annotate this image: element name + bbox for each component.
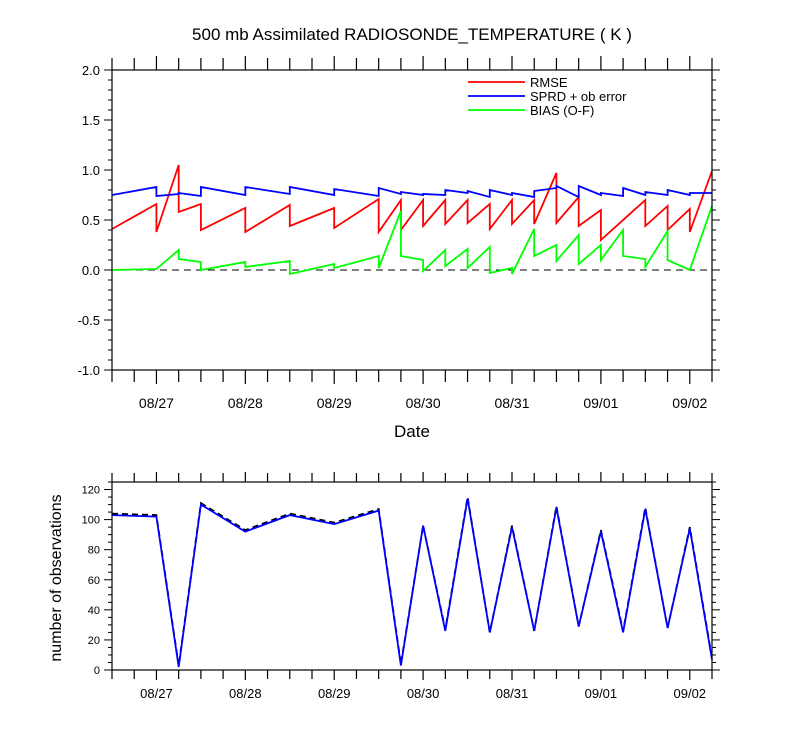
bottom-series <box>111 496 713 668</box>
bottom-series-assimilated-line <box>111 498 713 668</box>
bottom-xtick-label: 09/02 <box>674 686 707 701</box>
bottom-ytick-label: 0 <box>94 665 100 677</box>
legend-label: SPRD + ob error <box>530 89 627 104</box>
top-series-sprd-ob-error-line <box>111 184 712 199</box>
top-xtick-label: 09/01 <box>583 395 618 411</box>
bottom-ytick-label: 80 <box>88 545 100 557</box>
top-ytick-label: 0.5 <box>82 213 100 228</box>
bottom-xtick-label: 08/28 <box>229 686 262 701</box>
top-ytick-label: -1.0 <box>78 363 100 378</box>
bottom-xtick-label: 08/31 <box>496 686 529 701</box>
top-xtick-label: 09/02 <box>672 395 707 411</box>
bottom-series-possible-line <box>111 496 713 666</box>
top-axis-ticks: 2.0 1.5 1.0 0.5 0.0 -0.5 -1.0 08/27 08/28 08/29 08… <box>78 56 720 411</box>
bottom-y-axis-label: number of observations <box>48 494 65 661</box>
bottom-axis-ticks: 0 20 40 60 80 100 120 08/27 08/28 08/29 08/30 08/31… <box>82 472 720 701</box>
bottom-ytick-label: 60 <box>88 575 100 587</box>
top-xtick-label: 08/29 <box>317 395 352 411</box>
bottom-xtick-label: 09/01 <box>585 686 618 701</box>
top-xtick-label: 08/30 <box>406 395 441 411</box>
top-ytick-label: -0.5 <box>78 313 100 328</box>
bottom-ytick-label: 100 <box>82 515 100 527</box>
top-ytick-label: 1.5 <box>82 113 100 128</box>
top-xtick-label: 08/31 <box>494 395 529 411</box>
top-chart-title: 500 mb Assimilated RADIOSONDE_TEMPERATUR… <box>192 25 632 44</box>
bottom-xtick-label: 08/29 <box>318 686 351 701</box>
bottom-xtick-label: 08/30 <box>407 686 440 701</box>
top-ytick-label: 0.0 <box>82 263 100 278</box>
top-ytick-label: 1.0 <box>82 163 100 178</box>
top-ytick-label: 2.0 <box>82 63 100 78</box>
bottom-xtick-label: 08/27 <box>140 686 173 701</box>
top-xtick-label: 08/27 <box>139 395 174 411</box>
bottom-ytick-label: 40 <box>88 605 100 617</box>
bottom-chart-panel: 0 20 40 60 80 100 120 08/27 08/28 08/29 08/30 08/31… <box>48 472 720 701</box>
top-x-axis-label: Date <box>394 422 430 441</box>
top-series-rmse-line <box>111 164 713 243</box>
top-series <box>111 164 713 276</box>
bottom-ytick-label: 120 <box>82 485 100 497</box>
bottom-ytick-label: 20 <box>88 635 100 647</box>
top-series-bias-o-f-line <box>111 205 713 276</box>
top-xtick-label: 08/28 <box>228 395 263 411</box>
top-chart-panel: 500 mb Assimilated RADIOSONDE_TEMPERATUR… <box>78 25 720 441</box>
legend-label: BIAS (O-F) <box>530 103 594 118</box>
bottom-plot-frame <box>111 481 713 671</box>
legend-label: RMSE <box>530 75 568 90</box>
